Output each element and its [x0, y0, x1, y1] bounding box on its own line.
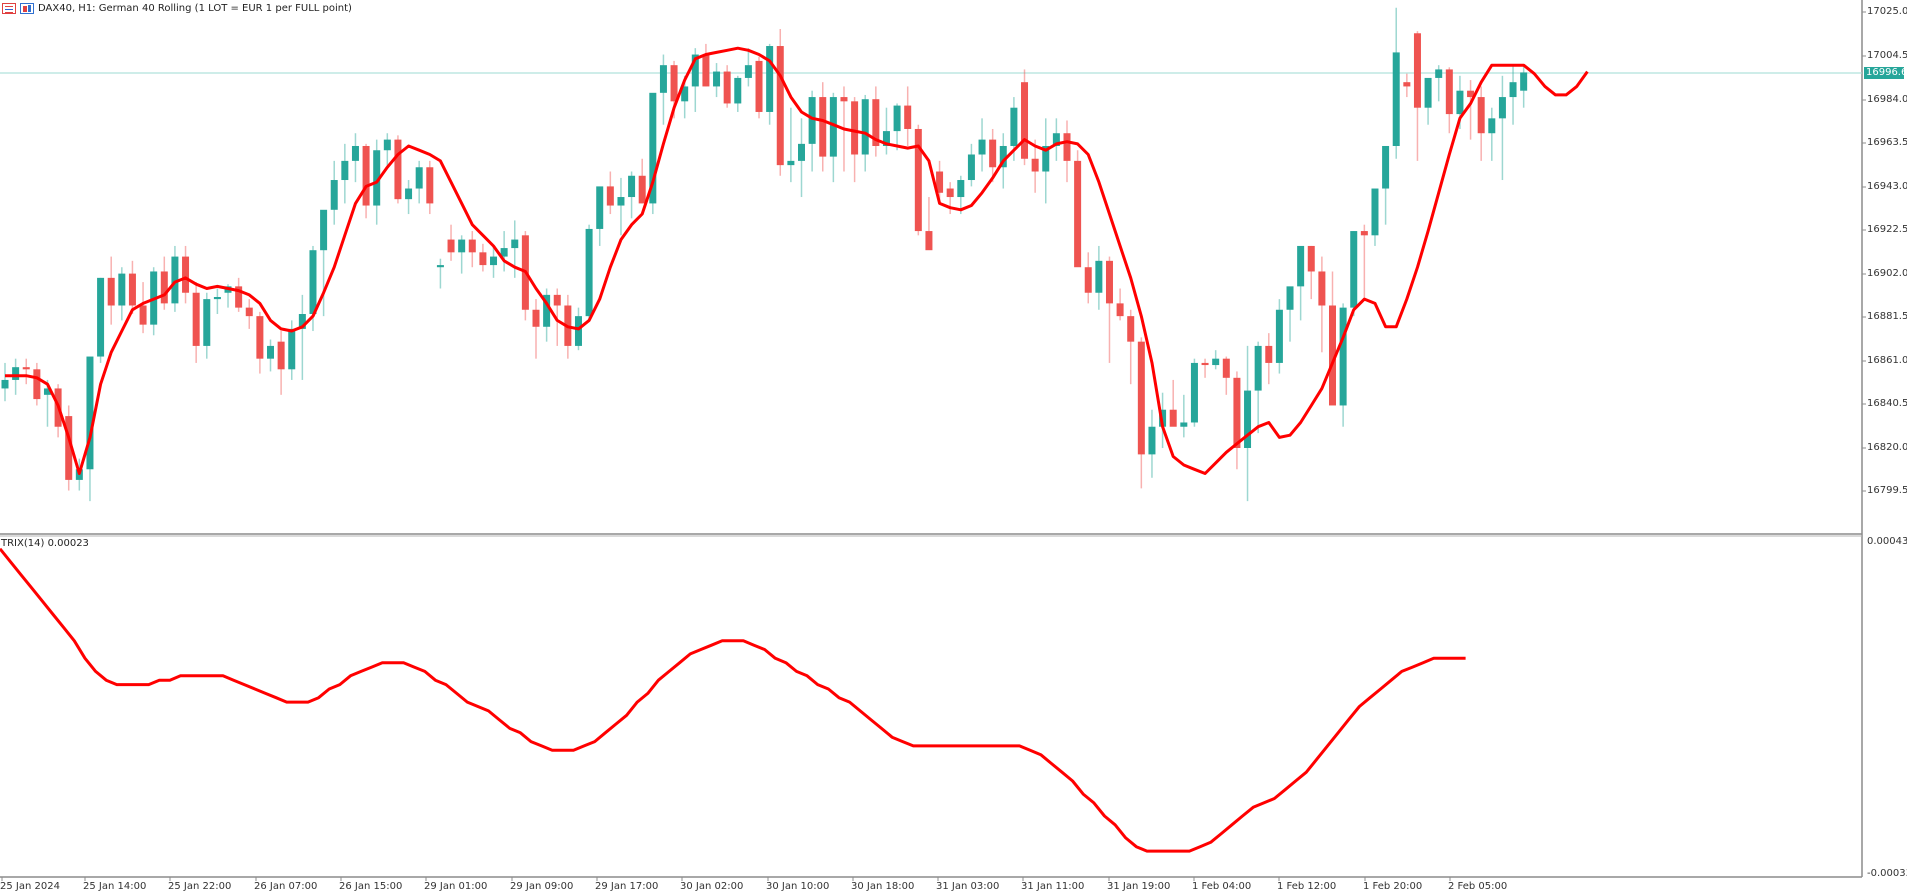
current-price-tag: 16996.6: [1864, 67, 1907, 79]
candlestick-series: [1, 7, 1528, 502]
chart-header: DAX40, H1: German 40 Rolling (1 LOT = EU…: [2, 1, 352, 15]
time-axis-label: 26 Jan 07:00: [254, 881, 318, 892]
price-axis-label: 17025.0: [1867, 6, 1907, 17]
time-axis-label: 29 Jan 09:00: [510, 881, 574, 892]
trix-line: [0, 547, 1466, 853]
moving-average-line: [5, 46, 1589, 475]
price-axis-label: 16922.5: [1867, 224, 1907, 235]
price-axis-label: 17004.5: [1867, 50, 1907, 61]
time-axis-label: 30 Jan 02:00: [680, 881, 744, 892]
trix-indicator-label: TRIX(14) 0.00023: [1, 538, 89, 549]
time-axis-label: 1 Feb 20:00: [1363, 881, 1423, 892]
axis-ticks: [1, 11, 1866, 881]
time-axis-label: 29 Jan 17:00: [595, 881, 659, 892]
trix-axis-label: 0.00043: [1867, 536, 1907, 547]
time-axis-label: 31 Jan 19:00: [1107, 881, 1171, 892]
time-axis-label: 29 Jan 01:00: [424, 881, 488, 892]
time-axis-label: 31 Jan 11:00: [1021, 881, 1085, 892]
price-axis-label: 16984.0: [1867, 94, 1907, 105]
time-axis-label: 30 Jan 18:00: [851, 881, 915, 892]
price-axis-label: 16902.0: [1867, 268, 1907, 279]
price-axis-label: 16963.5: [1867, 137, 1907, 148]
trix-axis-label: -0.00033: [1867, 868, 1907, 879]
axes: [0, 0, 1863, 878]
time-axis-label: 1 Feb 12:00: [1277, 881, 1337, 892]
chart-icon[interactable]: [20, 2, 34, 14]
symbol-title: DAX40, H1: German 40 Rolling (1 LOT = EU…: [38, 2, 352, 14]
time-axis-label: 25 Jan 2024: [0, 881, 60, 892]
time-axis-label: 30 Jan 10:00: [766, 881, 830, 892]
price-axis-label: 16799.5: [1867, 485, 1907, 496]
time-axis-label: 1 Feb 04:00: [1192, 881, 1252, 892]
time-axis-label: 2 Feb 05:00: [1448, 881, 1508, 892]
list-icon[interactable]: [2, 2, 16, 14]
price-axis-label: 16840.5: [1867, 398, 1907, 409]
price-axis-label: 16943.0: [1867, 181, 1907, 192]
time-axis-label: 31 Jan 03:00: [936, 881, 1000, 892]
price-axis-label: 16861.0: [1867, 355, 1907, 366]
time-axis-label: 25 Jan 22:00: [168, 881, 232, 892]
price-axis-label: 16881.5: [1867, 311, 1907, 322]
time-axis-label: 26 Jan 15:00: [339, 881, 403, 892]
time-axis-label: 25 Jan 14:00: [83, 881, 147, 892]
price-axis-label: 16820.0: [1867, 442, 1907, 453]
